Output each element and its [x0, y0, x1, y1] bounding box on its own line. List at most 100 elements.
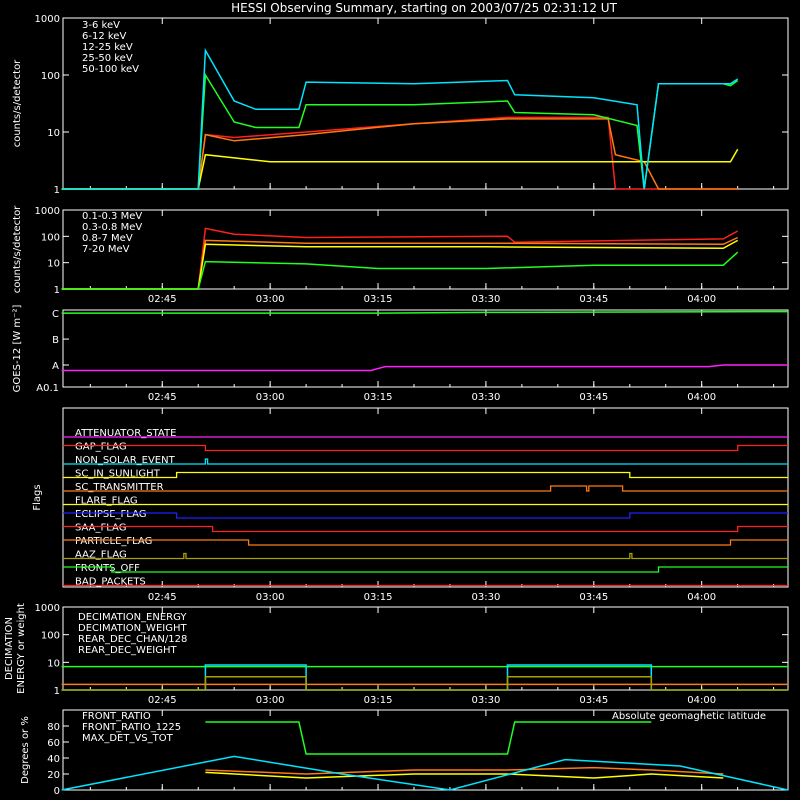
hi-energy-legend-0: 0.1-0.3 MeV	[82, 211, 142, 222]
decimation-xtick-label: 04:00	[687, 695, 716, 706]
lo-energy-ytick-label: 1	[54, 185, 60, 196]
goes-ytick-label: B	[52, 335, 59, 346]
hi-energy-xtick-label: 03:15	[364, 294, 393, 305]
decimation-ytick-label: 10	[47, 658, 60, 669]
ratio-ylabel: Degrees or %	[20, 716, 31, 784]
hi-energy-ytick-label: 1	[54, 285, 60, 296]
flags-xtick-label: 02:45	[148, 592, 177, 603]
hi-energy-ytick-label: 10	[47, 259, 60, 270]
goes-xtick-label: 02:45	[148, 392, 177, 403]
hi-energy-series-1	[61, 236, 739, 290]
flag-label-2: NON_SOLAR_EVENT	[75, 455, 176, 466]
decimation-xtick-label: 03:15	[364, 695, 393, 706]
ratio-series-0	[205, 771, 724, 779]
decimation-legend-1: DECIMATION_WEIGHT	[78, 623, 187, 634]
goes-xtick-label: 04:00	[687, 392, 716, 403]
goes-series-1	[61, 364, 788, 372]
goes-xtick-label: 03:45	[579, 392, 608, 403]
ratio-series-1	[205, 721, 652, 755]
lo-energy-series-0	[61, 116, 738, 190]
goes-xtick-label: 03:15	[364, 392, 393, 403]
flag-label-3: SC_IN_SUNLIGHT	[75, 469, 161, 480]
lo-energy-ytick-label: 100	[41, 71, 60, 82]
flags-xtick-label: 03:00	[256, 592, 285, 603]
flag-label-10: FRONTS_OFF	[75, 563, 140, 574]
flag-label-6: ECLIPSE_FLAG	[75, 509, 146, 520]
ratio-frame	[62, 709, 789, 791]
lo-energy-series-1	[61, 118, 738, 190]
decimation-series-2	[61, 664, 788, 691]
goes-ytick-label: C	[52, 309, 59, 320]
hi-energy-xtick-label: 03:30	[472, 294, 501, 305]
flag-label-1: GAP_FLAG	[75, 442, 127, 453]
flags-frame	[62, 407, 789, 588]
decimation-legend-0: DECIMATION_ENERGY	[78, 612, 187, 623]
flag-trace-7	[63, 525, 788, 533]
decimation-legend-3: REAR_DEC_WEIGHT	[78, 645, 177, 656]
decimation-ytick-label: 1	[54, 686, 60, 697]
hi-energy-xtick-label: 03:45	[579, 294, 608, 305]
lo-energy-legend-4: 50-100 keV	[82, 64, 139, 75]
flag-label-9: AAZ_FLAG	[75, 550, 127, 561]
hi-energy-legend-2: 0.8-7 MeV	[82, 233, 133, 244]
ratio-ytick-label: 20	[47, 770, 60, 781]
hi-energy-legend-3: 7-20 MeV	[82, 244, 130, 255]
flag-label-4: SC_TRANSMITTER	[75, 482, 164, 493]
flag-trace-1	[63, 444, 788, 452]
ratio-series-2	[205, 766, 724, 775]
ratio-ytick-label: 40	[47, 754, 60, 765]
hi-energy-series-0	[61, 227, 739, 290]
lo-energy-series-4	[61, 47, 739, 190]
lo-energy-frame	[62, 17, 789, 190]
goes-xtick-label: 03:00	[256, 392, 285, 403]
flag-trace-4	[63, 485, 788, 492]
flags-xtick-label: 03:15	[364, 592, 393, 603]
lo-energy-ylabel: counts/s/detector	[12, 59, 23, 147]
chart-title: HESSI Observing Summary, starting on 200…	[231, 1, 617, 15]
flag-label-5: FLARE_FLAG	[75, 496, 138, 507]
lo-energy-ytick-label: 1000	[35, 14, 60, 25]
flag-label-11: BAD_PACKETS	[75, 577, 146, 588]
goes-xtick-label: 03:30	[472, 392, 501, 403]
flag-trace-6	[63, 512, 788, 519]
ratio-ytick-label: 60	[47, 738, 60, 749]
goes-ylabel: GOES-12 [W m⁻²]	[12, 305, 23, 393]
lo-energy-legend-1: 6-12 keV	[82, 31, 126, 42]
flag-trace-9	[63, 552, 788, 560]
goes-ytick-label: A0.1	[36, 383, 59, 394]
hi-energy-series-3	[61, 251, 739, 290]
lo-energy-ytick-label: 10	[47, 128, 60, 139]
ratio-ytick-label: 0	[54, 786, 60, 797]
hi-energy-ytick-label: 1000	[35, 206, 60, 217]
hi-energy-ytick-label: 100	[41, 232, 60, 243]
decimation-series-3	[61, 676, 788, 691]
flag-trace-8	[63, 539, 788, 546]
hi-energy-frame	[62, 209, 789, 290]
decimation-legend-2: REAR_DEC_CHAN/128	[78, 634, 187, 645]
flag-label-8: PARTICLE_FLAG	[75, 536, 152, 547]
flag-label-7: SAA_FLAG	[75, 523, 126, 534]
lo-energy-legend-0: 3-6 keV	[82, 20, 120, 31]
hi-energy-legend-1: 0.3-0.8 MeV	[82, 222, 142, 233]
decimation-xtick-label: 03:30	[472, 695, 501, 706]
ratio-annotation: Absolute geomagnetic latitude	[612, 711, 766, 722]
ratio-ytick-label: 80	[47, 722, 60, 733]
decimation-2-ylabel: ENERGY or weight	[16, 603, 27, 694]
flags-xtick-label: 03:30	[472, 592, 501, 603]
goes-series-0	[61, 310, 789, 314]
hi-energy-xtick-label: 03:00	[256, 294, 285, 305]
decimation-1-ylabel: DECIMATION	[4, 617, 15, 680]
goes-frame	[62, 309, 789, 388]
decimation-xtick-label: 03:00	[256, 695, 285, 706]
hi-energy-xtick-label: 02:45	[148, 294, 177, 305]
flags-xtick-label: 04:00	[687, 592, 716, 603]
hi-energy-xtick-label: 04:00	[687, 294, 716, 305]
flags-ylabel: Flags	[32, 484, 43, 510]
ratio-legend-0: FRONT_RATIO	[82, 711, 151, 722]
decimation-ytick-label: 100	[41, 631, 60, 642]
flag-trace-10	[63, 566, 788, 573]
lo-energy-series-3	[61, 72, 739, 190]
lo-energy-series-2	[61, 148, 739, 190]
